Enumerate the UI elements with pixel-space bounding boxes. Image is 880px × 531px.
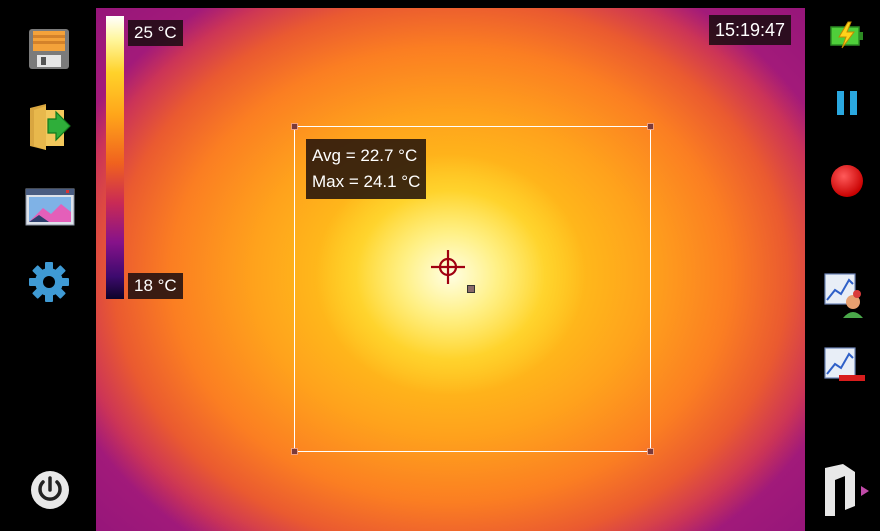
roi-handle-top-left[interactable]	[291, 123, 298, 130]
temperature-scale-bar	[106, 16, 124, 299]
record-icon	[831, 165, 863, 197]
roi-handle-top-right[interactable]	[647, 123, 654, 130]
menu-expand-button[interactable]	[821, 462, 871, 518]
settings-button[interactable]	[25, 258, 73, 306]
menu-arrow-icon	[825, 464, 869, 516]
roi-handle-bottom-left[interactable]	[291, 448, 298, 455]
battery-status	[829, 20, 865, 50]
roi-stats-box: Avg = 22.7 °C Max = 24.1 °C	[306, 139, 427, 199]
roi-avg-text: Avg = 22.7 °C	[312, 146, 418, 165]
open-folder-button[interactable]	[26, 100, 74, 154]
scale-max-label: 25 °C	[128, 20, 183, 46]
image-gallery-icon	[25, 188, 75, 226]
right-toolbar	[805, 0, 880, 531]
left-toolbar	[0, 0, 96, 531]
chart-remove-button[interactable]	[823, 346, 867, 384]
pause-icon	[837, 91, 857, 115]
roi-handle-bottom-right[interactable]	[647, 448, 654, 455]
pause-button[interactable]	[833, 88, 861, 118]
clock-display: 15:19:47	[709, 15, 792, 45]
save-icon	[29, 29, 69, 69]
open-folder-icon	[30, 104, 71, 150]
analysis-chart-icon	[824, 273, 863, 318]
save-button[interactable]	[26, 26, 72, 72]
power-button[interactable]	[30, 470, 70, 510]
analysis-chart-button[interactable]	[823, 272, 867, 320]
power-icon	[31, 471, 69, 509]
battery-charging-icon	[830, 21, 863, 49]
settings-gear-icon	[29, 262, 69, 302]
scale-min-label: 18 °C	[128, 273, 183, 299]
thermal-image-view[interactable]	[96, 8, 805, 531]
roi-max-text: Max = 24.1 °C	[312, 172, 421, 191]
chart-remove-icon	[824, 347, 865, 381]
image-gallery-button[interactable]	[25, 187, 75, 227]
measurement-roi-box[interactable]	[291, 123, 654, 455]
probe-handle[interactable]	[467, 285, 475, 293]
crosshair-icon[interactable]	[431, 250, 465, 284]
record-button[interactable]	[829, 163, 865, 199]
